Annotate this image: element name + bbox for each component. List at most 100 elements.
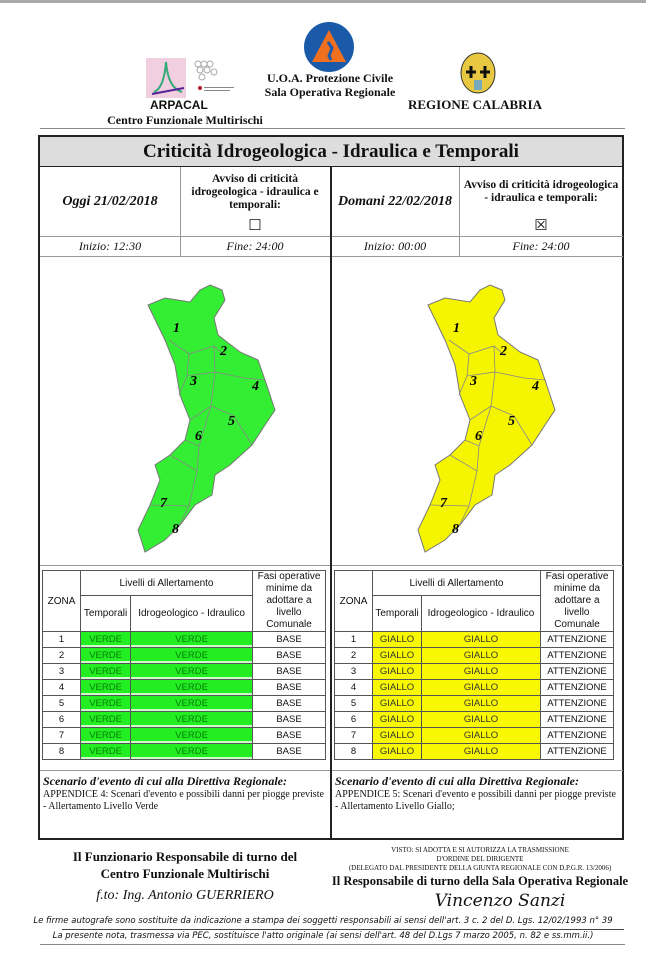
zone-label: 4 (251, 379, 259, 394)
idro-header: Idrogeologico - Idraulico (420, 595, 542, 632)
today-scenario-text: APPENDICE 4: Scenari d'evento e possibil… (43, 789, 324, 812)
temporali-level: VERDE (79, 743, 132, 760)
fase-operativa: BASE (252, 679, 326, 696)
zone-label: 7 (440, 496, 448, 511)
pec-note: La presente nota, trasmessa via PEC, sos… (52, 931, 594, 941)
zone-border (444, 505, 470, 541)
zone-label: 6 (475, 429, 482, 444)
zone-border (493, 345, 546, 381)
fasi-header: Fasi operative minime da adottare a live… (540, 570, 614, 632)
header-divider (40, 128, 625, 129)
arpacal-label: ARPACAL (150, 98, 208, 112)
temporali-level: VERDE (79, 679, 132, 696)
table-row: 5 VERDE VERDE BASE (42, 695, 326, 712)
table-row: 2 GIALLO GIALLO ATTENZIONE (334, 647, 614, 664)
fase-operativa: BASE (252, 631, 326, 648)
funzionario-name: f.to: Ing. Antonio GUERRIERO (96, 888, 274, 903)
today-alert-table: ZONA Livelli di Allertamento Fasi operativ… (42, 569, 326, 760)
temporali-level: GIALLO (372, 631, 422, 648)
zone-number: 1 (42, 631, 81, 648)
zone-label: 2 (219, 344, 227, 359)
livelli-header: Livelli di Allertamento (80, 569, 253, 597)
table-row: 1 GIALLO GIALLO ATTENZIONE (334, 631, 614, 648)
visto-line1: VISTO: SI ADOTTA E SI AUTORIZZA LA TRASM… (391, 846, 569, 854)
fase-operativa: BASE (252, 647, 326, 664)
fase-operativa: ATTENZIONE (540, 727, 614, 744)
fase-operativa: ATTENZIONE (540, 631, 614, 648)
tomorrow-alert-table: ZONA Livelli di Allertamento Fasi operativ… (334, 569, 614, 760)
table-row: 5 GIALLO GIALLO ATTENZIONE (334, 695, 614, 712)
zone-label: 8 (172, 522, 179, 537)
table-row: 6 VERDE VERDE BASE (42, 711, 326, 728)
funzionario-line2: Centro Funzionale Multirischi (100, 866, 270, 881)
divider (180, 167, 181, 256)
zone-label: 5 (508, 414, 515, 429)
table-row: 3 VERDE VERDE BASE (42, 663, 326, 680)
zona-header: ZONA (42, 570, 81, 632)
zone-number: 2 (334, 647, 373, 664)
zone-border (466, 371, 496, 421)
fasi-header: Fasi operative minime da adottare a live… (252, 570, 326, 632)
zone-label: 3 (189, 374, 197, 389)
idro-level: VERDE (130, 679, 253, 696)
center-divider (330, 167, 332, 840)
table-row: 1 VERDE VERDE BASE (42, 631, 326, 648)
zone-number: 7 (334, 727, 373, 744)
uoa-label: U.O.A. Protezione Civile (266, 71, 394, 85)
table-row: 8 GIALLO GIALLO ATTENZIONE (334, 743, 614, 760)
divider (40, 944, 625, 945)
tomorrow-checkbox: ☒ (534, 217, 548, 234)
today-map: 1 2 3 4 5 6 78 (137, 284, 276, 553)
today-inizio: Inizio: 12:30 (78, 239, 142, 253)
fase-operativa: ATTENZIONE (540, 663, 614, 680)
idro-level: VERDE (130, 647, 253, 664)
temporali-level: VERDE (79, 727, 132, 744)
responsabile-title: Il Responsabile di turno della Sala Oper… (331, 874, 629, 888)
temporali-level: GIALLO (372, 663, 422, 680)
tomorrow-inizio: Inizio: 00:00 (363, 239, 427, 253)
table-row: 6 GIALLO GIALLO ATTENZIONE (334, 711, 614, 728)
zone-number: 3 (334, 663, 373, 680)
regione-calabria-logo (458, 52, 498, 94)
idro-level: GIALLO (420, 711, 542, 728)
tomorrow-scenario: Scenario d'evento di cui alla Direttiva … (332, 772, 623, 816)
temporali-level: GIALLO (372, 727, 422, 744)
zone-label: 6 (195, 429, 202, 444)
zone-label: 8 (452, 522, 459, 537)
zone-border (210, 405, 253, 446)
table-row: 7 VERDE VERDE BASE (42, 727, 326, 744)
temporali-level: VERDE (79, 647, 132, 664)
zone-number: 1 (334, 631, 373, 648)
today-checkbox: ☐ (248, 217, 262, 234)
zone-label: 7 (160, 496, 168, 511)
zone-number: 2 (42, 647, 81, 664)
idro-header: Idrogeologico - Idraulico (130, 595, 253, 632)
zone-number: 6 (42, 711, 81, 728)
sala-label: Sala Operativa Regionale (264, 85, 396, 99)
livelli-header: Livelli di Allertamento (372, 569, 541, 597)
arpacal-logo (146, 58, 186, 98)
signature: Vincenzo Sanzi (434, 891, 566, 911)
idro-level: GIALLO (420, 727, 542, 744)
funzionario-block: Il Funzionario Responsabile di turno del… (60, 848, 310, 904)
today-avviso: Avviso di criticità idrogeologica - idra… (191, 172, 319, 211)
divider (62, 929, 624, 930)
bulletin-title: Criticità Idrogeologica - Idraulica e Te… (40, 137, 622, 167)
visto-block: VISTO: SI ADOTTA E SI AUTORIZZA LA TRASM… (330, 846, 630, 913)
zone-number: 8 (42, 743, 81, 760)
idro-level: VERDE (130, 743, 253, 760)
arpacal-dots-logo (190, 58, 234, 98)
protezione-civile-logo (304, 22, 354, 72)
idro-level: GIALLO (420, 663, 542, 680)
fase-operativa: ATTENZIONE (540, 647, 614, 664)
centro-label: Centro Funzionale Multirischi (107, 113, 263, 127)
idro-level: VERDE (130, 727, 253, 744)
temporali-level: VERDE (79, 695, 132, 712)
fase-operativa: ATTENZIONE (540, 679, 614, 696)
idro-level: VERDE (130, 711, 253, 728)
zone-number: 3 (42, 663, 81, 680)
zone-label: 3 (469, 374, 477, 389)
top-border (0, 0, 646, 3)
scenario-heading: Scenario d'evento di cui alla Direttiva … (335, 774, 579, 788)
zone-label: 5 (228, 414, 235, 429)
